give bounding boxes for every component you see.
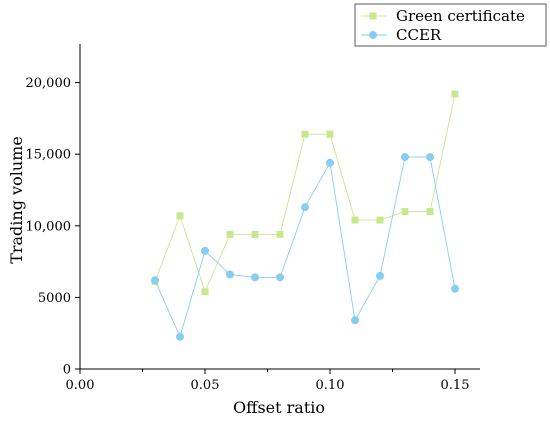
data-point-green-certificate xyxy=(276,230,284,238)
data-point-ccer xyxy=(451,284,459,293)
data-point-ccer xyxy=(176,332,184,341)
y-tick-label: 10,000 xyxy=(26,219,72,234)
y-tick-label: 15,000 xyxy=(26,148,72,163)
data-point-ccer xyxy=(226,270,234,279)
data-point-ccer xyxy=(276,273,284,282)
series-line-ccer xyxy=(154,156,456,339)
series-line-green-certificate xyxy=(154,94,456,293)
data-point-green-certificate xyxy=(251,230,259,238)
data-point-green-certificate xyxy=(426,207,434,215)
data-point-green-certificate xyxy=(451,90,459,98)
x-tick-label: 0.05 xyxy=(191,378,220,393)
legend-label-ccer: CCER xyxy=(396,26,442,44)
data-point-ccer xyxy=(326,158,334,167)
legend-marker-ccer xyxy=(369,31,377,39)
x-tick-label: 0.10 xyxy=(316,378,345,393)
data-point-green-certificate xyxy=(176,212,184,220)
legend: Green certificate CCER xyxy=(354,3,547,47)
data-point-ccer xyxy=(351,316,359,325)
data-point-ccer xyxy=(251,273,259,282)
legend-box xyxy=(354,3,547,47)
y-tick-label: 0 xyxy=(63,363,71,378)
x-ticks: 0.00 0.05 0.10 0.15 xyxy=(66,369,470,393)
y-tick-label: 5000 xyxy=(38,291,71,306)
y-tick-label: 20,000 xyxy=(26,76,72,91)
data-point-green-certificate xyxy=(201,288,209,296)
x-axis-title: Offset ratio xyxy=(233,398,325,417)
x-tick-label: 0.15 xyxy=(441,378,470,393)
data-point-ccer xyxy=(376,271,384,280)
data-point-ccer xyxy=(426,153,434,162)
legend-label-green-certificate: Green certificate xyxy=(396,7,525,25)
data-point-ccer xyxy=(301,203,309,212)
data-point-green-certificate xyxy=(301,130,309,138)
data-point-ccer xyxy=(401,153,409,162)
data-point-green-certificate xyxy=(226,230,234,238)
data-point-ccer xyxy=(151,276,159,285)
legend-marker-green-certificate xyxy=(369,12,377,20)
data-point-green-certificate xyxy=(401,207,409,215)
x-tick-label: 0.00 xyxy=(66,378,95,393)
data-point-green-certificate xyxy=(376,216,384,224)
series-layer xyxy=(151,90,459,341)
data-point-green-certificate xyxy=(326,130,334,138)
data-point-ccer xyxy=(201,246,209,255)
data-point-green-certificate xyxy=(351,216,359,224)
axes: 0 5000 10,000 15,000 20,000 0.00 0.05 0.10 0.15… xyxy=(7,44,480,417)
y-ticks: 0 5000 10,000 15,000 20,000 xyxy=(26,76,80,378)
y-axis-title: Trading volume xyxy=(7,136,26,264)
